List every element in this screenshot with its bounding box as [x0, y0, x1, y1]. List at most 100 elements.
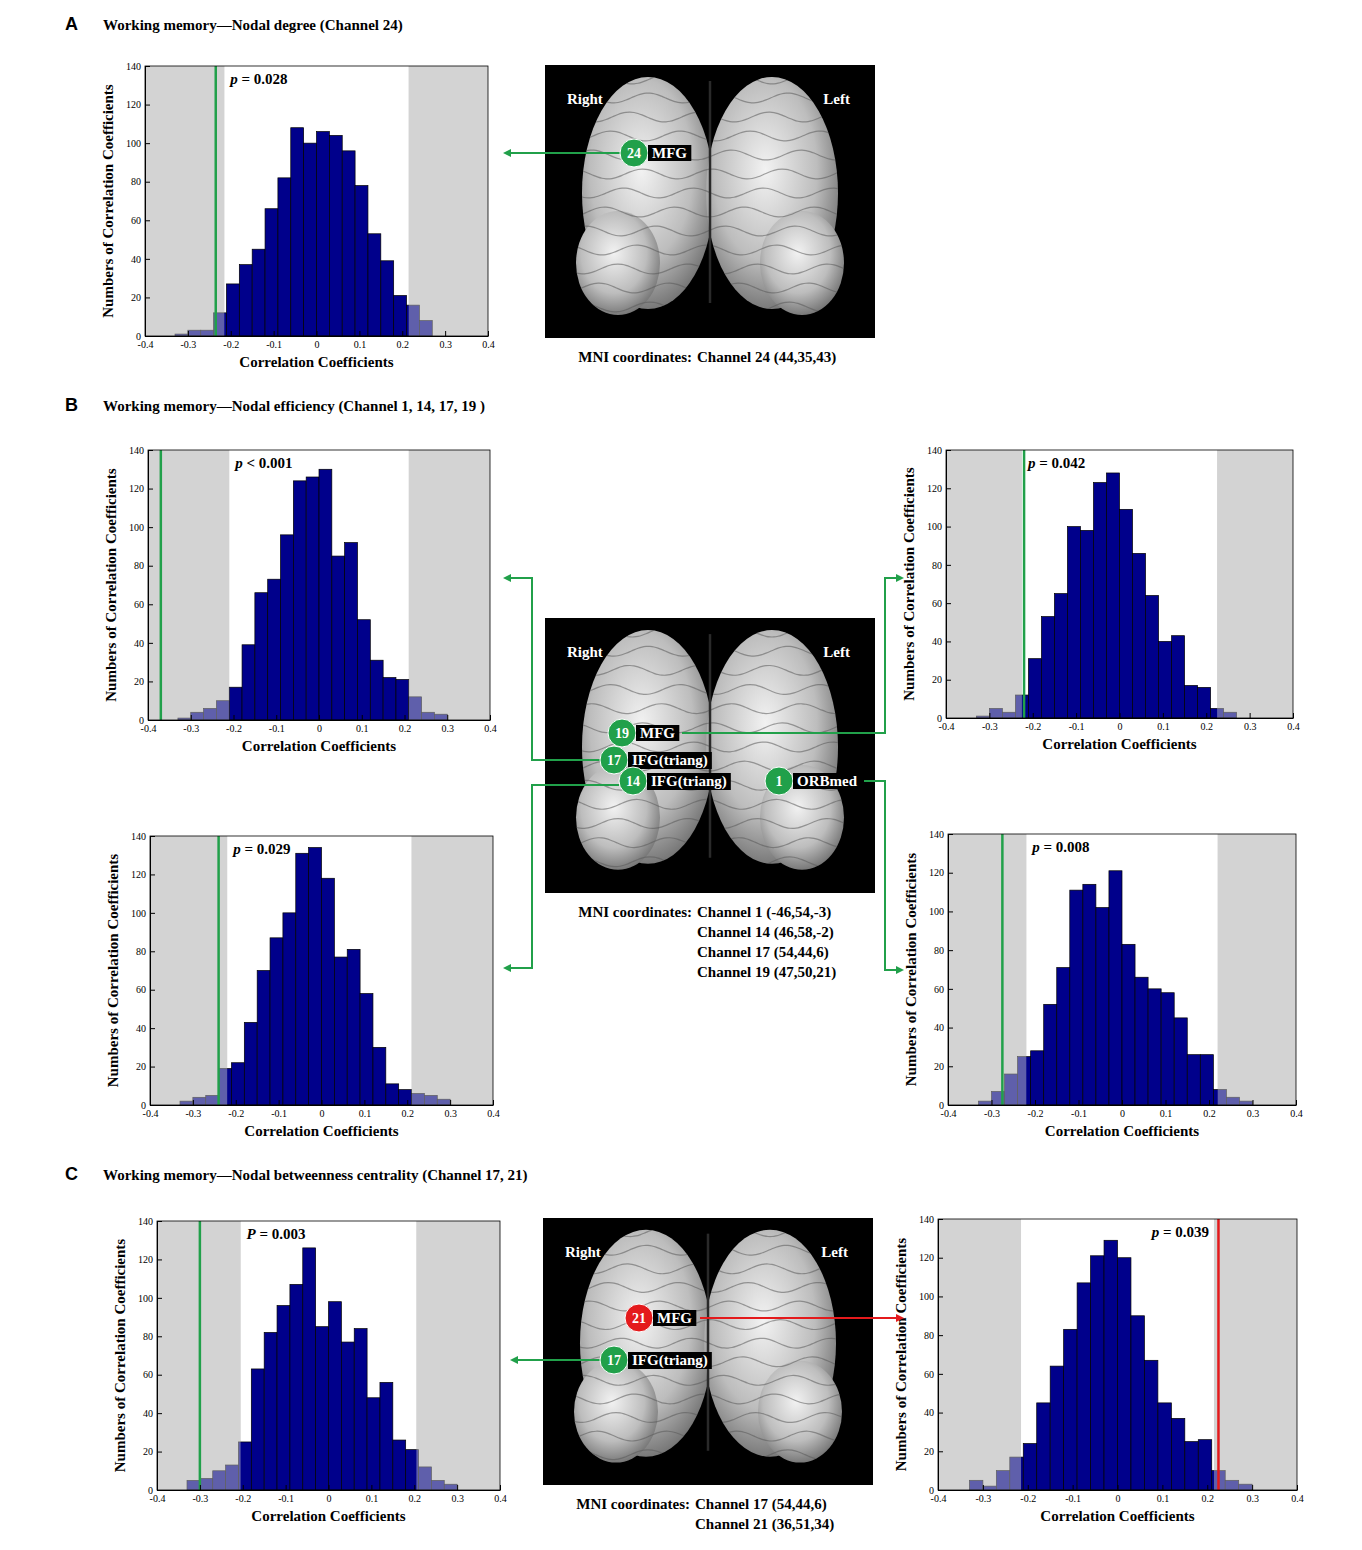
bar: [1064, 1329, 1077, 1490]
y-axis-title: Numbers of Correlation Coefficients: [105, 854, 121, 1088]
tick-mark: [405, 715, 406, 720]
bar: [293, 481, 306, 720]
channel-number: 21: [632, 1311, 646, 1326]
axis-line: [158, 1490, 501, 1491]
axis-line: [947, 718, 1294, 719]
tick-label: -0.1: [1069, 721, 1085, 732]
bar: [1037, 1403, 1050, 1490]
tick-label: 0.2: [397, 339, 410, 350]
brain-texture: [570, 74, 850, 312]
region-label: IFG(triang): [651, 773, 727, 790]
region-box: [636, 725, 679, 741]
brain-background: [543, 1218, 873, 1485]
tick: 0.4: [484, 715, 497, 734]
y-axis: 020406080100120140: [929, 829, 953, 1111]
bar: [1174, 1018, 1187, 1105]
tick-mark: [150, 913, 155, 914]
tick-label: -0.2: [1028, 1108, 1044, 1119]
tick-mark: [948, 1105, 953, 1106]
tick-label: 120: [927, 483, 942, 494]
tick-label: 0.4: [484, 723, 497, 734]
brain: [570, 627, 850, 870]
tick: 0.1: [354, 331, 367, 350]
tick: -0.1: [1065, 1485, 1081, 1504]
tick-mark: [445, 331, 446, 336]
channel: 17IFG(triang): [600, 746, 712, 774]
tick: 40: [134, 638, 153, 649]
tick: 120: [129, 483, 153, 494]
bar: [229, 687, 242, 720]
tick-mark: [1297, 1485, 1298, 1490]
tick: 140: [138, 1216, 162, 1227]
tick: 0.1: [1157, 1485, 1170, 1504]
tick-label: 0.2: [399, 723, 412, 734]
tick-label: 0: [937, 713, 942, 724]
tick-mark: [938, 1413, 943, 1414]
tick-mark: [948, 989, 953, 990]
critical-region: [1217, 450, 1293, 718]
bar: [1135, 977, 1148, 1105]
tick: 0.1: [366, 1485, 379, 1504]
bar: [1023, 1444, 1036, 1490]
tick-label: -0.3: [984, 1108, 1000, 1119]
y-axis: 020406080100120140: [129, 445, 153, 726]
observed-line: [1001, 834, 1004, 1105]
critical-overlay: [946, 450, 1022, 718]
plot-frame: [946, 450, 1293, 718]
tick: 0: [937, 713, 951, 724]
arrowhead: [503, 149, 511, 157]
tick: 0: [139, 715, 153, 726]
tick-mark: [148, 643, 153, 644]
bar: [1118, 1258, 1131, 1490]
tick-mark: [148, 566, 153, 567]
tick: 0.2: [402, 1100, 415, 1119]
tick: 0: [1118, 713, 1123, 732]
tick-label: 0.3: [1244, 721, 1257, 732]
tick-label: -0.1: [1065, 1493, 1081, 1504]
side-label: Right: [567, 91, 603, 107]
tick: 120: [929, 867, 953, 878]
axis-line: [149, 720, 491, 721]
tick-label: 80: [932, 560, 942, 571]
x-axis-title: Correlation Coefficients: [1040, 1508, 1194, 1524]
tick: -0.3: [180, 331, 196, 350]
tick-label: 80: [134, 560, 144, 571]
tick-label: 20: [934, 1061, 944, 1072]
tick-label: -0.2: [226, 723, 242, 734]
bar: [1070, 890, 1083, 1105]
bar: [264, 1332, 277, 1490]
critical-region: [1218, 834, 1296, 1105]
bar: [1161, 993, 1174, 1105]
tick: -0.3: [975, 1485, 991, 1504]
histogram: -0.4-0.3-0.2-0.100.10.20.30.402040608010…: [893, 1214, 1304, 1524]
bar: [1031, 1051, 1044, 1105]
tick-label: 60: [143, 1369, 153, 1380]
bar: [290, 1284, 303, 1490]
tick-mark: [1252, 1485, 1253, 1490]
bar: [1077, 1283, 1090, 1490]
bar: [1050, 1366, 1063, 1490]
tick-label: 100: [927, 521, 942, 532]
tick: 140: [929, 829, 953, 840]
tick-label: 0.1: [1157, 721, 1170, 732]
tick-label: 20: [131, 292, 141, 303]
bar: [255, 593, 268, 720]
tick-label: 120: [929, 867, 944, 878]
tick-mark: [236, 1100, 237, 1105]
tick-mark: [150, 951, 155, 952]
tick-label: 0: [148, 1485, 153, 1496]
tick-label: 40: [932, 636, 942, 647]
tick-mark: [157, 1413, 162, 1414]
tick: 140: [126, 61, 150, 72]
bar: [1131, 1316, 1144, 1490]
p-value: P = 0.003: [247, 1226, 306, 1242]
brain-background: [545, 618, 875, 893]
tick-label: -0.2: [1020, 1493, 1036, 1504]
tick: -0.1: [278, 1485, 294, 1504]
tick: 0.3: [451, 1485, 464, 1504]
channels: 21MFG17IFG(triang): [600, 1304, 712, 1374]
x-axis: -0.4-0.3-0.2-0.100.10.20.30.4: [141, 715, 497, 734]
tick-label: -0.1: [271, 1108, 287, 1119]
tick: 0.2: [399, 715, 412, 734]
tick-mark: [946, 488, 951, 489]
